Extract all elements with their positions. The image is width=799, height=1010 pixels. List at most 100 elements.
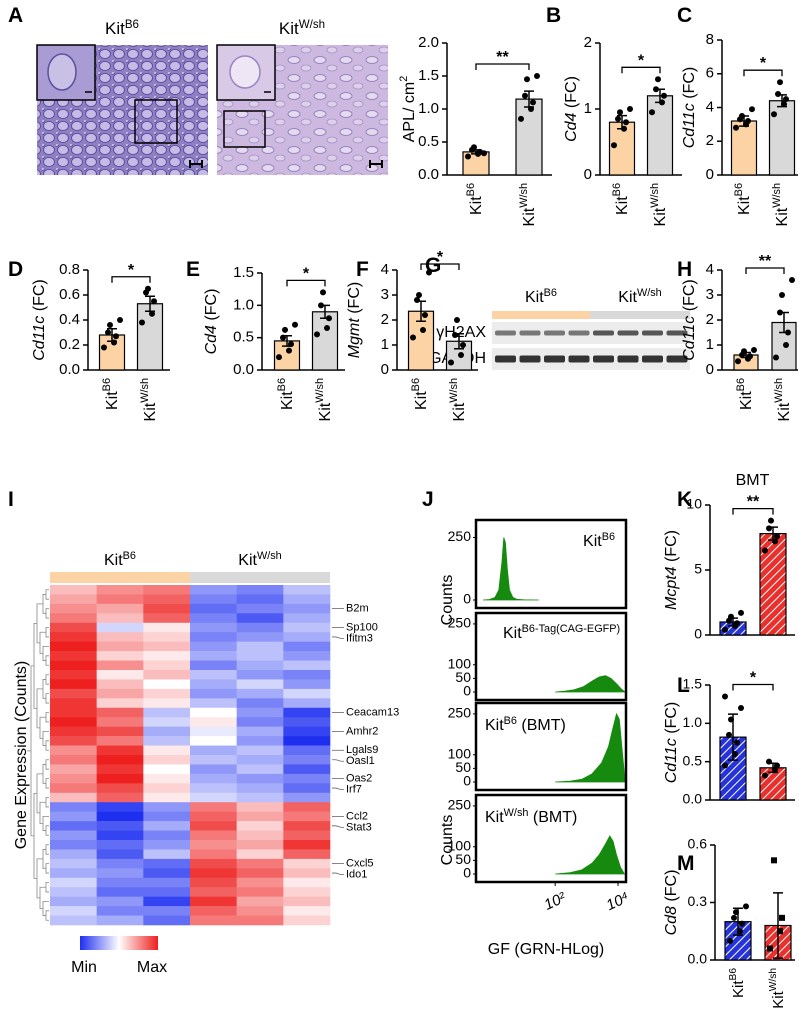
text-part: W/sh	[139, 378, 151, 403]
text-part: B6	[125, 19, 139, 31]
text-part: (FC)	[681, 67, 698, 103]
heatmap-cell	[236, 849, 284, 860]
text-part: B6	[611, 183, 623, 196]
heatmap-cell	[96, 585, 144, 595]
data-point	[731, 914, 737, 921]
heatmap-cell	[283, 585, 331, 595]
heatmap-cell	[50, 632, 97, 642]
heatmap-cell	[190, 736, 237, 746]
heatmap-cell	[143, 811, 191, 822]
text-part: B6	[123, 550, 136, 562]
data-point	[789, 277, 795, 283]
heatmap-cell	[283, 792, 331, 803]
y-tick-label: 250	[448, 797, 472, 813]
heatmap-cell	[96, 858, 144, 869]
heatmap-cell	[236, 745, 284, 756]
data-point	[276, 354, 282, 361]
text-part: W/sh	[504, 807, 529, 819]
heatmap-cell	[50, 679, 97, 690]
significance-label: *	[638, 52, 645, 69]
blot-band	[568, 355, 590, 363]
heatmap-cell	[190, 783, 237, 794]
heatmap-cell	[50, 736, 97, 746]
data-point	[530, 99, 536, 106]
data-point	[773, 354, 779, 361]
heatmap-cell	[50, 585, 97, 595]
heatmap-cell	[143, 887, 191, 897]
image-label: KitB6	[105, 19, 139, 38]
heatmap-cell	[143, 802, 191, 812]
significance-label: **	[496, 49, 509, 66]
heatmap-cell	[143, 877, 191, 888]
heatmap-cell	[143, 632, 191, 642]
text-part: B6	[465, 183, 477, 196]
heatmap-cell	[283, 849, 331, 860]
y-tick-label: 0	[584, 166, 592, 183]
group-strip	[492, 311, 590, 319]
row-label: Ceacam13	[346, 706, 399, 718]
heatmap-cell	[96, 887, 144, 897]
histogram-area	[555, 712, 626, 783]
text-part: W/sh	[771, 183, 783, 208]
group-strip	[590, 311, 690, 319]
heatmap-cell	[190, 613, 237, 624]
text-part: B6	[728, 968, 739, 981]
heatmap-cell	[96, 764, 144, 775]
heatmap-cell	[236, 698, 284, 709]
text-part: 2	[398, 76, 410, 82]
panel-letter: C	[677, 4, 692, 27]
heatmap-cell	[143, 651, 191, 661]
heatmap-cell	[283, 726, 331, 737]
y-tick-label: 250	[448, 528, 472, 544]
heatmap-cell	[50, 688, 97, 699]
data-point	[465, 153, 471, 160]
y-axis-label: Cd4 (FC)	[203, 289, 220, 355]
y-tick-label: 100	[448, 655, 472, 671]
heatmap-cell	[236, 887, 284, 897]
blot-band	[593, 355, 614, 363]
heatmap-cell	[283, 717, 331, 727]
heatmap-cell	[96, 679, 144, 690]
x-tick-label: KitW/sh	[771, 183, 791, 226]
significance-label: *	[128, 262, 135, 279]
data-point	[722, 626, 728, 633]
heatmap-cell	[143, 755, 191, 765]
bar	[98, 334, 126, 371]
x-tick-label: KitB6	[101, 378, 121, 410]
heatmap-cell	[96, 736, 144, 746]
data-point	[649, 109, 655, 116]
panel-letter: L	[677, 674, 690, 697]
heatmap-cell	[190, 755, 237, 765]
heatmap-cell	[283, 745, 331, 756]
heatmap-cell	[96, 868, 144, 879]
text-part: Kit	[776, 402, 793, 421]
heatmap-cell	[190, 915, 237, 926]
micrograph	[36, 44, 208, 175]
heatmap-cell	[50, 613, 97, 624]
heatmap-cell	[283, 915, 331, 926]
y-tick-label: 0.0	[59, 361, 80, 378]
heatmap-cell	[236, 915, 284, 926]
heatmap-cell	[143, 688, 191, 699]
data-point	[733, 909, 739, 916]
text-part: Mgmt	[346, 318, 363, 359]
heatmap-cell	[283, 868, 331, 879]
heatmap-cell	[50, 660, 97, 671]
data-point	[621, 125, 627, 132]
blot-band	[495, 330, 516, 336]
text-part: Kit	[104, 391, 121, 410]
heatmap-cell	[283, 887, 331, 897]
heatmap-cell	[50, 830, 97, 841]
heatmap-cell	[190, 707, 237, 718]
y-tick-label: 0.3	[688, 893, 708, 909]
y-tick-label: 0.5	[418, 133, 439, 150]
panel-label: KitB6	[583, 531, 615, 550]
y-tick-label: 2	[706, 132, 714, 149]
y-tick-label: 2.0	[418, 34, 439, 51]
heatmap-cell	[236, 868, 284, 879]
y-tick-label: 1.0	[233, 296, 254, 313]
text-part: W/sh	[257, 550, 282, 562]
panel-letter: E	[186, 258, 200, 281]
heatmap-cell	[96, 877, 144, 888]
text-part: Cd11c	[663, 738, 680, 783]
